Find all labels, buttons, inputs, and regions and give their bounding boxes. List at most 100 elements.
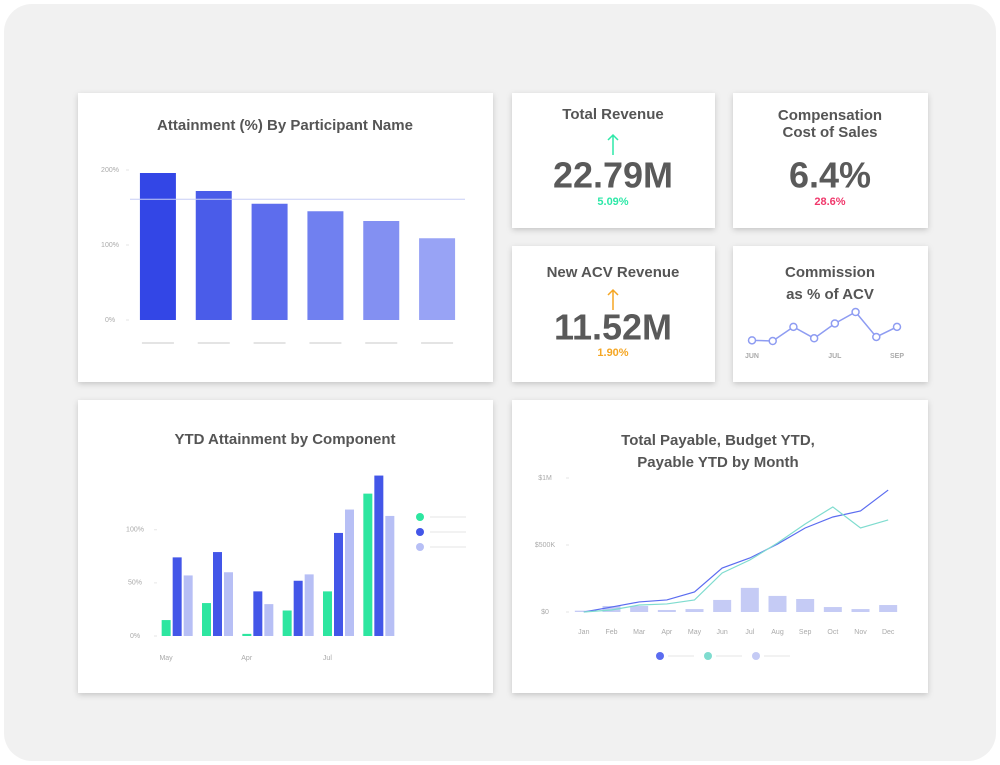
line: [583, 489, 889, 613]
bar: [685, 609, 704, 612]
card: [512, 93, 715, 228]
y-tick-label: 50%: [128, 580, 142, 587]
bar: [307, 211, 344, 320]
label-placeholder: [141, 342, 174, 344]
x-tick-label: May: [688, 629, 702, 636]
kpi-change: 28.6%: [814, 196, 845, 208]
chart-title: as % of ACV: [786, 286, 874, 303]
chart-title: Attainment (%) By Participant Name: [157, 117, 413, 134]
y-tick-label: 100%: [126, 527, 144, 534]
bar: [172, 557, 182, 636]
legend-dot: [416, 528, 424, 536]
card: [733, 246, 928, 382]
legend-dot: [704, 652, 712, 660]
bar: [602, 605, 621, 612]
bar: [385, 515, 395, 636]
bar: [195, 191, 232, 320]
bar: [851, 609, 870, 612]
bar: [740, 587, 759, 612]
bar: [363, 221, 400, 320]
legend-placeholder: [430, 531, 466, 533]
point: [789, 322, 798, 332]
x-tick-label: JUL: [828, 353, 842, 360]
x-tick-label: SEP: [890, 353, 904, 360]
point: [830, 319, 840, 328]
y-tick-label: 0%: [130, 633, 140, 640]
x-tick-label: May: [159, 655, 173, 662]
card: [512, 246, 715, 382]
bar: [796, 599, 815, 612]
kpi-title: Compensation: [778, 107, 882, 124]
trend-arrow: [607, 288, 619, 310]
x-tick-label: Apr: [241, 655, 253, 662]
label-placeholder: [253, 342, 286, 344]
point: [747, 336, 757, 345]
card: [512, 400, 928, 693]
label-placeholder: [365, 342, 398, 344]
point: [892, 322, 902, 332]
bar: [345, 509, 354, 636]
kpi-title: Total Revenue: [562, 106, 663, 123]
y-tick-label: $500K: [535, 542, 556, 549]
x-tick-label: JUN: [745, 353, 759, 360]
chart-title: Commission: [785, 264, 875, 281]
kpi-title: Cost of Sales: [782, 124, 877, 141]
kpi-value: 22.79M: [553, 155, 673, 196]
legend-placeholder: [430, 516, 466, 518]
bar: [768, 595, 787, 612]
kpi-value: 6.4%: [789, 155, 871, 196]
y-tick-label: 100%: [101, 242, 119, 249]
bar: [323, 591, 332, 636]
chart-title: YTD Attainment by Component: [174, 431, 395, 448]
point: [872, 332, 881, 342]
bar: [183, 575, 193, 636]
x-tick-label: Apr: [661, 629, 673, 636]
bar: [574, 610, 593, 612]
x-tick-label: Feb: [605, 629, 617, 636]
point: [768, 336, 777, 346]
legend-dot: [416, 543, 424, 551]
legend-placeholder: [764, 655, 790, 657]
label-placeholder: [309, 342, 342, 344]
bar: [282, 610, 292, 636]
bar: [224, 572, 233, 636]
legend-placeholder: [430, 546, 466, 548]
x-tick-label: Jul: [323, 655, 332, 662]
bar: [657, 609, 676, 612]
bar: [879, 605, 898, 612]
bar: [630, 605, 649, 612]
legend-dot: [656, 652, 664, 660]
x-tick-label: Dec: [882, 629, 895, 636]
x-tick-label: Oct: [827, 629, 838, 636]
label-placeholder: [197, 342, 230, 344]
legend-dot: [752, 652, 760, 660]
bar: [419, 238, 456, 320]
y-tick-label: $0: [541, 609, 549, 616]
bar: [202, 603, 211, 636]
bar: [242, 633, 252, 636]
line: [583, 506, 889, 613]
bar: [304, 574, 314, 636]
point: [851, 307, 860, 317]
kpi-title: New ACV Revenue: [547, 264, 680, 281]
kpi-change: 5.09%: [597, 196, 628, 208]
kpi-value: 11.52M: [554, 307, 672, 348]
label-placeholder: [421, 342, 454, 344]
chart-title: Payable YTD by Month: [637, 454, 798, 471]
y-tick-label: $1M: [538, 475, 552, 482]
x-tick-label: Jul: [745, 629, 754, 636]
bar: [823, 607, 842, 612]
chart-title: Total Payable, Budget YTD,: [621, 432, 815, 449]
x-tick-label: Aug: [771, 629, 784, 636]
y-tick-label: 0%: [105, 317, 115, 324]
bar: [161, 620, 171, 636]
x-tick-label: Nov: [854, 629, 867, 636]
bar: [139, 173, 176, 320]
bar: [713, 599, 732, 612]
kpi-change: 1.90%: [597, 347, 628, 359]
bar: [363, 493, 373, 636]
x-tick-label: Jan: [578, 629, 589, 636]
bar: [293, 580, 303, 636]
x-tick-label: Mar: [633, 629, 646, 636]
